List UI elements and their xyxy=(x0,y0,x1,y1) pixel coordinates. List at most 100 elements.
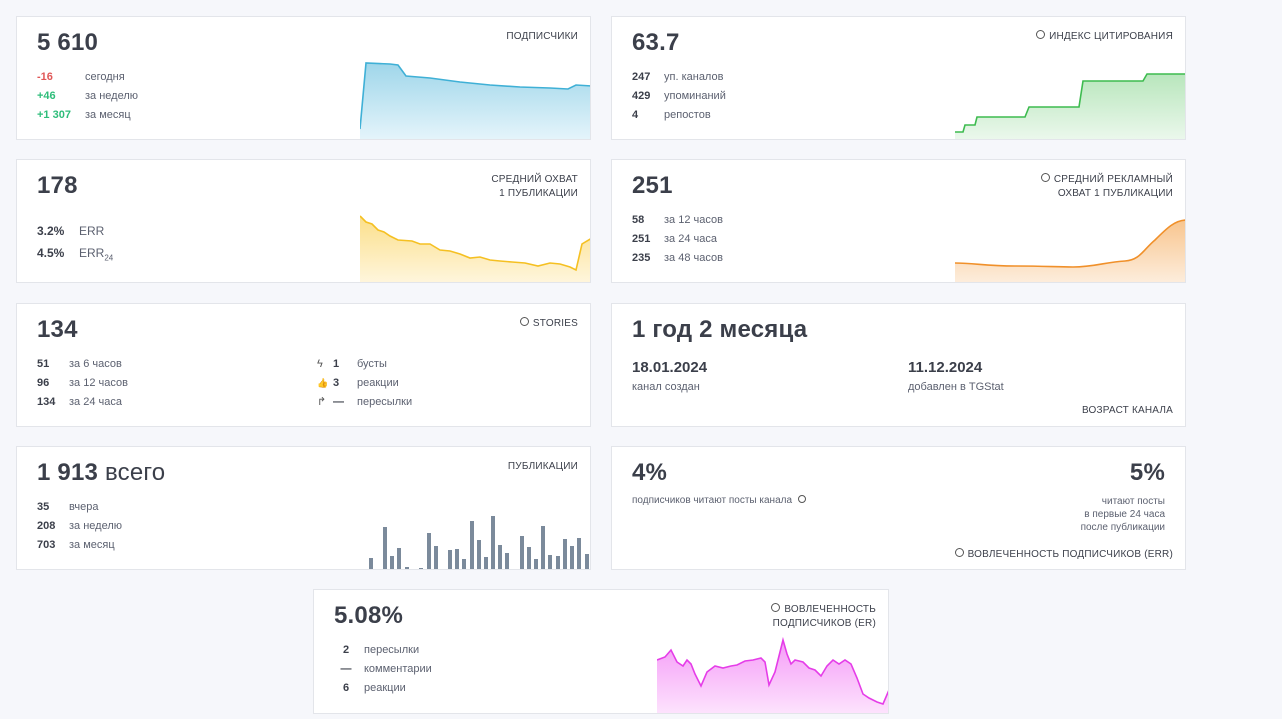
err-left-caption: подписчиков читают посты канала xyxy=(632,495,806,506)
info-icon[interactable] xyxy=(519,317,529,326)
publications-stats: 35 вчера 208 за неделю 703 за месяц xyxy=(37,498,122,555)
subscribers-count: 5 610 xyxy=(37,29,99,56)
channel-age-card[interactable]: 1 год 2 месяца 18.01.2024 канал создан 1… xyxy=(611,303,1186,427)
citation-stats: 247 уп. каналов 429 упоминаний 4 репостов xyxy=(632,68,726,125)
ad-reach-label: СРЕДНИЙ РЕКЛАМНЫЙ ОХВАТ 1 ПУБЛИКАЦИИ xyxy=(1040,173,1173,201)
err-card[interactable]: 4% подписчиков читают посты канала 5% чи… xyxy=(611,446,1186,570)
er-card[interactable]: 5.08% ВОВЛЕЧЕННОСТЬ ПОДПИСЧИКОВ (ER) 2 пер… xyxy=(313,589,889,714)
stat-value: 1 xyxy=(333,358,340,370)
stories-stats: 51 за 6 часов 96 за 12 часов 134 за 24 часа xyxy=(37,355,128,412)
stat-label: пересылки xyxy=(357,396,413,408)
stat-value: 6 xyxy=(342,682,350,694)
added-date: 11.12.2024 xyxy=(908,359,983,376)
stat-label: сегодня xyxy=(85,71,125,83)
avg-reach-card[interactable]: 178 СРЕДНИЙ ОХВАТ 1 ПУБЛИКАЦИИ 3.2% ERR 4.… xyxy=(16,159,591,283)
stat-value: 429 xyxy=(632,90,651,102)
stat-value: 3 xyxy=(333,377,340,389)
added-block: 11.12.2024 добавлен в TGStat xyxy=(908,359,1004,393)
stat-value: 3.2% xyxy=(37,224,65,238)
stat-value: — xyxy=(340,663,352,675)
added-label: добавлен в TGStat xyxy=(908,381,1004,393)
subscribers-stats: -16 сегодня +46 за неделю +1 307 за месяц xyxy=(37,68,138,125)
info-icon[interactable] xyxy=(771,603,781,612)
stat-value: 4 xyxy=(632,109,639,121)
stories-card[interactable]: 134 STORIES 51 за 6 часов 96 за 12 часов 1… xyxy=(16,303,591,427)
stat-label: ERR xyxy=(79,224,105,238)
stat-label: за неделю xyxy=(69,520,123,532)
info-icon[interactable] xyxy=(1040,173,1050,182)
stat-label: уп. каналов xyxy=(664,71,724,83)
bolt-icon: ϟ xyxy=(317,358,323,370)
stories-engagement: ϟ 1 бусты 👍 3 реакции ↱ — пересылки xyxy=(317,355,412,412)
stat-value: +1 307 xyxy=(37,109,71,121)
stat-label: за 48 часов xyxy=(664,252,723,264)
err-label: ВОВЛЕЧЕННОСТЬ ПОДПИСЧИКОВ (ERR) xyxy=(954,548,1173,562)
citation-label: ИНДЕКС ЦИТИРОВАНИЯ xyxy=(1036,30,1173,44)
stat-value: 51 xyxy=(37,358,50,370)
avg-reach-sparkline xyxy=(360,215,590,282)
stat-value: 58 xyxy=(632,214,645,226)
stat-value: 4.5% xyxy=(37,246,65,260)
created-date: 18.01.2024 xyxy=(632,359,708,376)
publications-card[interactable]: 1 913 всего ПУБЛИКАЦИИ 35 вчера 208 за нед… xyxy=(16,446,591,570)
stat-value: -16 xyxy=(37,71,53,83)
stat-label: за месяц xyxy=(69,539,115,551)
forward-icon: ↱ xyxy=(317,396,327,408)
er-value: 5.08% xyxy=(334,602,404,629)
channel-age-label: ВОЗРАСТ КАНАЛА xyxy=(1081,405,1173,416)
stat-label: за неделю xyxy=(85,90,139,102)
ad-reach-stats: 58 за 12 часов 251 за 24 часа 235 за 48 час… xyxy=(632,211,723,268)
stat-value: 247 xyxy=(632,71,651,83)
stat-label: за 24 часа xyxy=(664,233,717,245)
info-icon[interactable] xyxy=(1036,30,1046,39)
thumbs-up-icon: 👍 xyxy=(317,378,329,388)
ad-reach-value: 251 xyxy=(632,172,673,199)
stat-label: пересылки xyxy=(364,644,420,656)
publications-bar-chart xyxy=(369,516,589,569)
stat-label: репостов xyxy=(664,109,711,121)
stat-label: бусты xyxy=(357,358,387,370)
stat-value: 703 xyxy=(37,539,56,551)
stat-label: за 12 часов xyxy=(664,214,723,226)
stat-label: за месяц xyxy=(85,109,131,121)
stat-value: 235 xyxy=(632,252,651,264)
stat-value: 208 xyxy=(37,520,56,532)
er-sparkline xyxy=(657,636,888,713)
stat-label: реакции xyxy=(364,682,406,694)
stories-label: STORIES xyxy=(519,317,578,331)
stories-value: 134 xyxy=(37,316,78,343)
info-icon[interactable] xyxy=(954,548,964,557)
stat-value: 251 xyxy=(632,233,651,245)
stat-value: +46 xyxy=(37,90,56,102)
stat-value: 134 xyxy=(37,396,56,408)
channel-age-value: 1 год 2 месяца xyxy=(632,316,808,343)
publications-label: ПУБЛИКАЦИИ xyxy=(507,461,578,472)
err-right-value: 5% xyxy=(1129,459,1165,486)
stat-label: за 24 часа xyxy=(69,396,122,408)
ad-reach-card[interactable]: 251 СРЕДНИЙ РЕКЛАМНЫЙ ОХВАТ 1 ПУБЛИКАЦИИ … xyxy=(611,159,1186,283)
created-label: канал создан xyxy=(632,381,700,393)
citation-index-value: 63.7 xyxy=(632,29,680,56)
citation-sparkline xyxy=(955,73,1185,139)
stat-label: комментарии xyxy=(364,663,432,675)
stat-value: — xyxy=(333,396,344,408)
citation-card[interactable]: 63.7 ИНДЕКС ЦИТИРОВАНИЯ 247 уп. каналов 4… xyxy=(611,16,1186,140)
subscribers-card[interactable]: 5 610 ПОДПИСЧИКИ -16 сегодня +46 за неделю… xyxy=(16,16,591,140)
stat-label: ERR24 xyxy=(79,246,114,263)
stat-value: 35 xyxy=(37,501,50,513)
subscribers-label: ПОДПИСЧИКИ xyxy=(506,31,578,42)
subscribers-sparkline xyxy=(360,62,590,139)
stat-value: 96 xyxy=(37,377,50,389)
avg-reach-label: СРЕДНИЙ ОХВАТ 1 ПУБЛИКАЦИИ xyxy=(491,174,578,199)
publications-value: 1 913 всего xyxy=(37,459,166,486)
er-label: ВОВЛЕЧЕННОСТЬ ПОДПИСЧИКОВ (ER) xyxy=(771,603,876,629)
stat-label: за 12 часов xyxy=(69,377,128,389)
stat-value: 2 xyxy=(342,644,350,656)
err-right-caption: читают посты в первые 24 часа после публ… xyxy=(1080,496,1165,533)
ad-reach-sparkline xyxy=(955,219,1185,282)
stat-label: реакции xyxy=(357,377,399,389)
created-block: 18.01.2024 канал создан xyxy=(632,359,707,393)
er-stats: 2 пересылки — комментарии 6 реакции xyxy=(334,641,432,698)
info-icon[interactable] xyxy=(797,495,806,503)
err-stats: 3.2% ERR 4.5% ERR24 xyxy=(37,220,113,264)
